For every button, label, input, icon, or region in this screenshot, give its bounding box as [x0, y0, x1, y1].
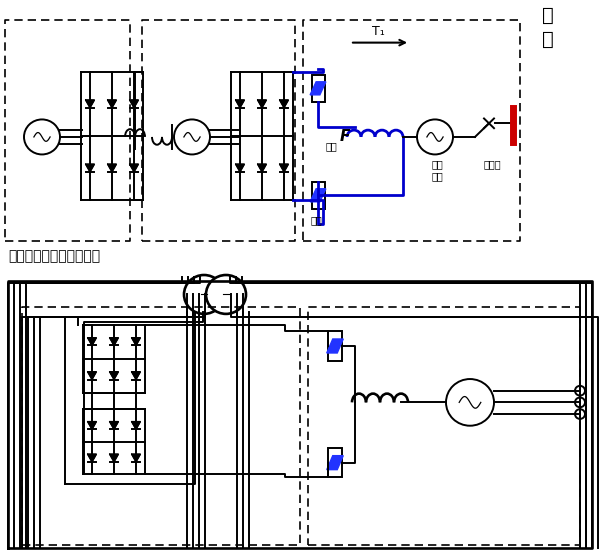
Circle shape [446, 379, 494, 426]
Polygon shape [131, 337, 140, 345]
Circle shape [24, 120, 60, 155]
Polygon shape [110, 454, 118, 462]
Bar [328, 448, 342, 477]
Polygon shape [88, 337, 97, 345]
Polygon shape [88, 454, 97, 462]
Text: 滑环: 滑环 [310, 215, 322, 225]
Polygon shape [327, 456, 343, 470]
Polygon shape [88, 372, 97, 380]
Circle shape [206, 275, 246, 314]
Polygon shape [130, 164, 139, 172]
Bar [311, 182, 325, 209]
Polygon shape [110, 421, 118, 429]
Polygon shape [280, 100, 289, 108]
Polygon shape [131, 454, 140, 462]
Polygon shape [310, 82, 326, 95]
Polygon shape [110, 372, 118, 380]
Polygon shape [86, 100, 94, 108]
Polygon shape [257, 164, 266, 172]
Circle shape [575, 398, 585, 407]
Circle shape [575, 386, 585, 395]
Polygon shape [310, 188, 326, 202]
Text: 电刷: 电刷 [326, 142, 338, 152]
Circle shape [575, 409, 585, 419]
Text: T₁: T₁ [371, 25, 385, 38]
Text: 母
线: 母 线 [542, 6, 554, 48]
Polygon shape [236, 100, 244, 108]
Circle shape [417, 120, 453, 155]
Polygon shape [86, 164, 94, 172]
Polygon shape [88, 421, 97, 429]
Text: 自助静止半导体助磁接线: 自助静止半导体助磁接线 [8, 250, 100, 264]
Polygon shape [107, 100, 116, 108]
Polygon shape [327, 339, 343, 353]
Bar [328, 331, 342, 361]
Circle shape [174, 120, 210, 155]
Polygon shape [280, 164, 289, 172]
Text: F: F [340, 130, 350, 145]
Circle shape [184, 275, 224, 314]
Polygon shape [107, 164, 116, 172]
Polygon shape [236, 164, 244, 172]
Text: 电枢
绕组: 电枢 绕组 [431, 160, 443, 181]
Text: 断路器: 断路器 [483, 160, 501, 169]
Polygon shape [130, 100, 139, 108]
Polygon shape [110, 337, 118, 345]
Polygon shape [131, 421, 140, 429]
Bar [311, 75, 325, 102]
Polygon shape [257, 100, 266, 108]
Polygon shape [131, 372, 140, 380]
